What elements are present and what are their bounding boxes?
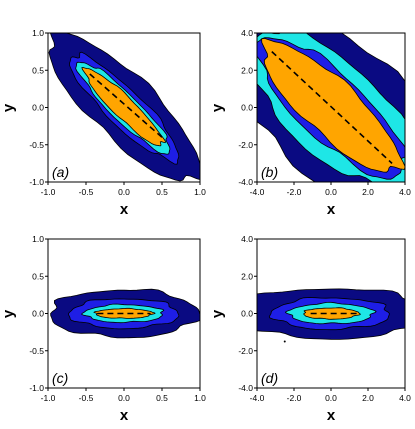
panel-b: -4.0 -2.0 0.0 2.0 4.0 -4.0 -2.0 0.0 2.0 4.0 (b) x… bbox=[209, 28, 411, 218]
x-tick-label: -2.0 bbox=[287, 393, 302, 403]
y-tick-label: 4.0 bbox=[241, 234, 253, 244]
x-tick-label: -4.0 bbox=[250, 393, 265, 403]
y-tick-label: -1.0 bbox=[29, 177, 44, 187]
x-tick-label: 0.0 bbox=[118, 393, 130, 403]
y-tick-label: -0.5 bbox=[29, 140, 44, 150]
y-axis-label-d: y bbox=[209, 309, 226, 318]
y-tick-label: 0.5 bbox=[32, 65, 44, 75]
y-tick-label: 0.5 bbox=[32, 271, 44, 281]
y-tick-label: -2.0 bbox=[238, 346, 253, 356]
x-axis-label-c: x bbox=[120, 407, 129, 424]
x-tick-label: -0.5 bbox=[79, 393, 94, 403]
x-tick-label: 2.0 bbox=[362, 393, 374, 403]
x-tick-label: 2.0 bbox=[362, 187, 374, 197]
x-tick-label: -0.5 bbox=[79, 187, 94, 197]
x-tick-label: -2.0 bbox=[287, 187, 302, 197]
contour-plot-a bbox=[48, 33, 200, 182]
x-tick-label: 4.0 bbox=[399, 187, 411, 197]
y-axis-label-a: y bbox=[0, 103, 17, 112]
y-tick-label: -0.5 bbox=[29, 346, 44, 356]
y-tick-label: 0.0 bbox=[32, 103, 44, 113]
panel-label-b: (b) bbox=[261, 164, 278, 180]
panel-label-a: (a) bbox=[52, 164, 69, 180]
dashed-axis-line bbox=[89, 73, 163, 138]
x-axis-label-a: x bbox=[120, 201, 129, 218]
contour-plot-d bbox=[257, 288, 405, 343]
panel-label-d: (d) bbox=[261, 370, 278, 386]
x-tick-label: -1.0 bbox=[41, 393, 56, 403]
contour-level-4 bbox=[261, 37, 405, 173]
ticks-a: -1.0 -0.5 0.0 0.5 1.0 -1.0 -0.5 0.0 0.5 1.0 bbox=[29, 28, 206, 197]
ticks-c: -1.0 -0.5 0.0 0.5 1.0 -1.0 -0.5 0.0 0.5 1.0 bbox=[29, 234, 206, 403]
x-tick-label: 0.0 bbox=[325, 187, 337, 197]
panel-d: -4.0 -2.0 0.0 2.0 4.0 -4.0 -2.0 0.0 2.0 4.0 (d) x… bbox=[209, 234, 411, 424]
y-tick-label: 0.0 bbox=[241, 103, 253, 113]
ticks-b: -4.0 -2.0 0.0 2.0 4.0 -4.0 -2.0 0.0 2.0 4.0 bbox=[238, 28, 411, 197]
contour-plot-b bbox=[257, 33, 405, 182]
y-tick-label: 2.0 bbox=[241, 65, 253, 75]
contour-level-4 bbox=[93, 307, 156, 319]
ticks-d: -4.0 -2.0 0.0 2.0 4.0 -4.0 -2.0 0.0 2.0 4.0 bbox=[238, 234, 411, 403]
panel-a: -1.0 -0.5 0.0 0.5 1.0 -1.0 -0.5 0.0 0.5 1.0 (a) x… bbox=[0, 28, 206, 218]
y-tick-label: 2.0 bbox=[241, 271, 253, 281]
x-tick-label: 1.0 bbox=[194, 187, 206, 197]
stray-point bbox=[283, 340, 286, 343]
y-tick-label: -2.0 bbox=[238, 140, 253, 150]
y-tick-label: 1.0 bbox=[32, 28, 44, 38]
x-tick-label: 0.5 bbox=[156, 187, 168, 197]
y-tick-label: 1.0 bbox=[32, 234, 44, 244]
x-tick-label: 4.0 bbox=[399, 393, 411, 403]
x-tick-label: 0.0 bbox=[118, 187, 130, 197]
contour-level-4 bbox=[81, 67, 166, 147]
x-tick-label: 1.0 bbox=[194, 393, 206, 403]
y-tick-label: 0.0 bbox=[241, 309, 253, 319]
y-axis-label-c: y bbox=[0, 309, 17, 318]
dashed-axis-line bbox=[271, 51, 393, 164]
x-tick-label: 0.5 bbox=[156, 393, 168, 403]
x-tick-label: 0.0 bbox=[325, 393, 337, 403]
y-axis-label-b: y bbox=[209, 103, 226, 112]
x-axis-label-b: x bbox=[327, 201, 336, 218]
y-tick-label: -4.0 bbox=[238, 177, 253, 187]
x-tick-label: -1.0 bbox=[41, 187, 56, 197]
y-tick-label: -1.0 bbox=[29, 383, 44, 393]
y-tick-label: 0.0 bbox=[32, 309, 44, 319]
panel-label-c: (c) bbox=[52, 370, 68, 386]
x-tick-label: -4.0 bbox=[250, 187, 265, 197]
panel-c: -1.0 -0.5 0.0 0.5 1.0 -1.0 -0.5 0.0 0.5 1.0 (c) x… bbox=[0, 234, 206, 424]
x-axis-label-d: x bbox=[327, 407, 336, 424]
y-tick-label: 4.0 bbox=[241, 28, 253, 38]
contour-plot-c bbox=[50, 288, 200, 339]
y-tick-label: -4.0 bbox=[238, 383, 253, 393]
